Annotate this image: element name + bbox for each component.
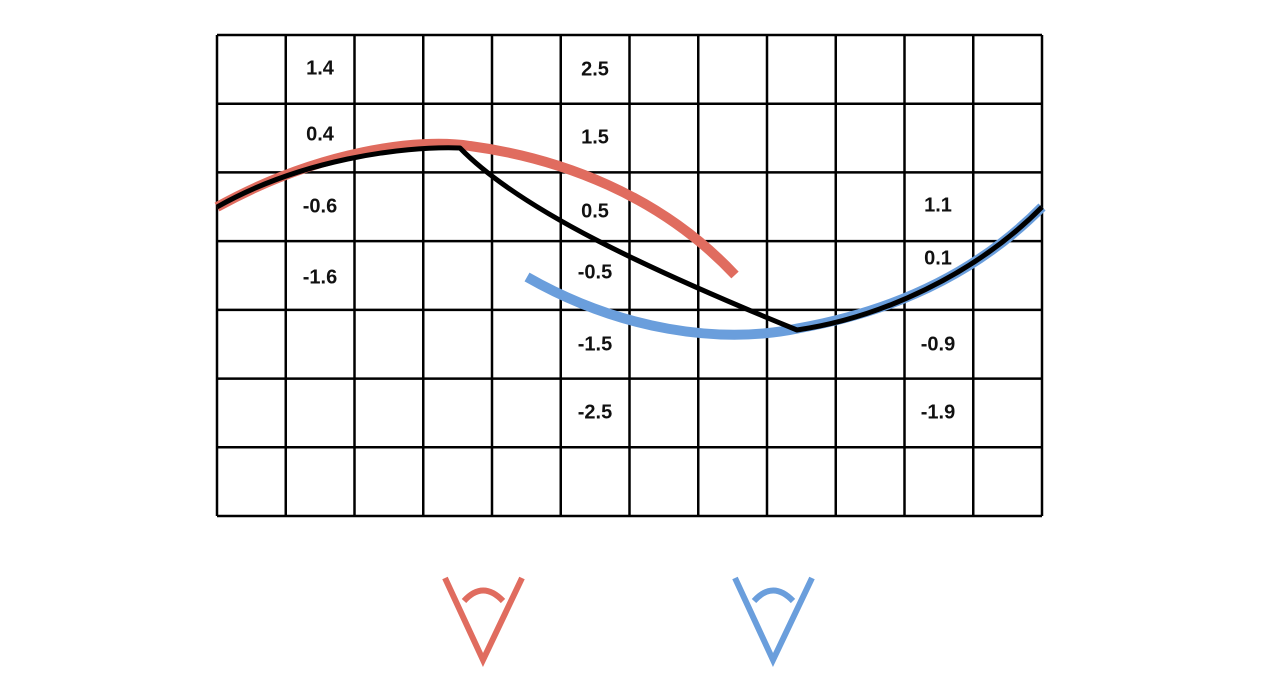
red-eye [442, 576, 525, 668]
value-label: 0.5 [581, 200, 609, 222]
value-label: 0.1 [924, 247, 952, 269]
value-label: 2.5 [581, 58, 609, 80]
value-label: 0.4 [306, 123, 335, 145]
value-label: 1.4 [306, 57, 335, 79]
value-label: -0.6 [303, 195, 337, 217]
value-label: 1.5 [581, 126, 609, 148]
grid [215, 33, 1044, 518]
blue-eye [732, 576, 815, 668]
value-label: -0.5 [578, 261, 612, 283]
value-label: -1.6 [303, 266, 337, 288]
value-label: 1.1 [924, 194, 952, 216]
value-label: -1.5 [578, 333, 612, 355]
labels: 1.4 0.4 -0.6 -1.6 2.5 1.5 0.5 -0.5 -1.5 -2.5 1.1 0.… [303, 57, 955, 423]
value-label: -2.5 [578, 401, 612, 423]
value-label: -1.9 [921, 401, 955, 423]
value-label: -0.9 [921, 333, 955, 355]
black-curve [215, 145, 1044, 333]
